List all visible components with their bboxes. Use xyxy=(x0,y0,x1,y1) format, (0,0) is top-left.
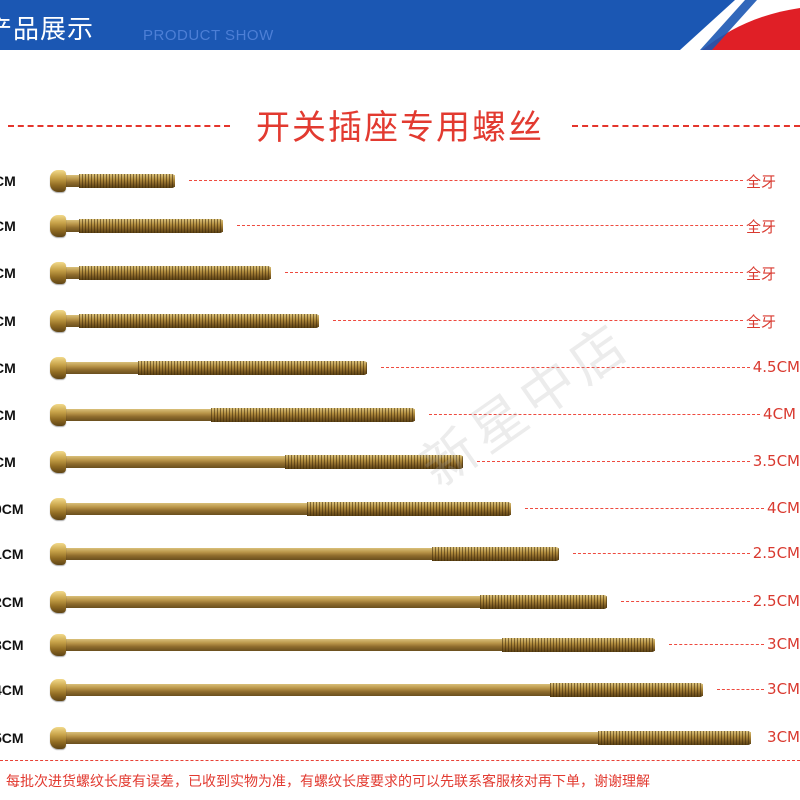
screw-row: 1CM 2.5CM xyxy=(0,542,800,566)
screw-row: 3CM 3CM xyxy=(0,633,800,657)
screw-thread xyxy=(79,314,319,328)
screw-head xyxy=(50,357,66,379)
screw-length-label: CM xyxy=(0,218,16,234)
screw-length-label: 1CM xyxy=(0,546,24,562)
thread-length-label: 2.5CM xyxy=(752,592,800,610)
heading-divider-right xyxy=(572,125,800,127)
screw-row: CM 全牙 xyxy=(0,309,800,333)
banner-subtitle: PRODUCT SHOW xyxy=(143,27,274,44)
screw-thread xyxy=(79,174,175,188)
screw-row: 4CM 3CM xyxy=(0,678,800,702)
leader-dashed-line xyxy=(477,461,750,462)
thread-length-label: 全牙 xyxy=(745,218,776,236)
leader-dashed-line xyxy=(717,689,765,690)
heading-divider-left xyxy=(8,125,230,127)
footer-divider xyxy=(0,760,800,761)
screw-row: CM 全牙 xyxy=(0,169,800,193)
screw-length-label: 5CM xyxy=(0,730,24,746)
leader-dashed-line xyxy=(669,644,765,645)
screw-head xyxy=(50,727,66,749)
screw-length-label: 4CM xyxy=(0,682,24,698)
thread-length-label: 全牙 xyxy=(745,265,776,283)
screw-thread xyxy=(79,266,271,280)
screw-row: CM 全牙 xyxy=(0,261,800,285)
screw-length-label: 0CM xyxy=(0,501,24,517)
leader-dashed-line xyxy=(189,180,743,181)
screw-head xyxy=(50,498,66,520)
screw-row: 5CM 3CM xyxy=(0,726,800,750)
thread-length-label: 2.5CM xyxy=(752,544,800,562)
thread-length-label: 3.5CM xyxy=(752,452,800,470)
screw-head xyxy=(50,451,66,473)
screw-head xyxy=(50,634,66,656)
thread-length-label: 3CM xyxy=(767,728,800,746)
screw-row: CM 4CM xyxy=(0,403,800,427)
screw-head xyxy=(50,591,66,613)
leader-dashed-line xyxy=(573,553,750,554)
screw-thread xyxy=(479,595,607,609)
screw-length-label: CM xyxy=(0,265,16,281)
screw-shank xyxy=(64,684,703,696)
screw-shank xyxy=(64,596,607,608)
screw-thread xyxy=(431,547,559,561)
header-banner: 产品展示 PRODUCT SHOW xyxy=(0,0,800,50)
screw-length-label: CM xyxy=(0,313,16,329)
thread-length-label: 4.5CM xyxy=(752,358,800,376)
footer-note: 每批次进货螺纹长度有误差，已收到实物为准，有螺纹长度要求的可以先联系客服核对再下… xyxy=(6,774,650,790)
screw-length-label: CM xyxy=(0,407,16,423)
screw-thread xyxy=(79,219,223,233)
page-heading: 开关插座专用螺丝 xyxy=(256,108,544,148)
screw-thread xyxy=(502,638,655,652)
screw-row: 0CM 4CM xyxy=(0,497,800,521)
leader-dashed-line xyxy=(525,508,765,509)
leader-dashed-line xyxy=(285,272,743,273)
screw-length-label: CM xyxy=(0,173,16,189)
screw-thread xyxy=(307,502,511,516)
screw-length-label: CM xyxy=(0,360,16,376)
thread-length-label: 全牙 xyxy=(745,173,776,191)
thread-length-label: 4CM xyxy=(767,499,800,517)
screw-head xyxy=(50,262,66,284)
banner-swoosh-graphic xyxy=(680,0,800,50)
screw-row: 2CM 2.5CM xyxy=(0,590,800,614)
leader-dashed-line xyxy=(381,367,750,368)
screw-row: CM 3.5CM xyxy=(0,450,800,474)
screw-head xyxy=(50,404,66,426)
screw-head xyxy=(50,679,66,701)
screw-row: CM 全牙 xyxy=(0,214,800,238)
screw-thread xyxy=(211,408,415,422)
screw-thread xyxy=(138,361,367,375)
thread-length-label: 3CM xyxy=(767,635,800,653)
screw-row: CM 4.5CM xyxy=(0,356,800,380)
screw-length-label: CM xyxy=(0,454,16,470)
screw-thread xyxy=(284,455,463,469)
thread-length-label: 4CM xyxy=(763,405,796,423)
thread-length-label: 3CM xyxy=(767,680,800,698)
screw-head xyxy=(50,215,66,237)
leader-dashed-line xyxy=(621,601,750,602)
screw-thread xyxy=(550,683,703,697)
banner-title: 产品展示 xyxy=(0,15,95,45)
screw-head xyxy=(50,310,66,332)
screw-length-label: 2CM xyxy=(0,594,24,610)
leader-dashed-line xyxy=(333,320,743,321)
leader-dashed-line xyxy=(429,414,761,415)
screw-thread xyxy=(598,731,751,745)
screw-length-label: 3CM xyxy=(0,637,24,653)
thread-length-label: 全牙 xyxy=(745,313,776,331)
screw-head xyxy=(50,170,66,192)
screw-head xyxy=(50,543,66,565)
leader-dashed-line xyxy=(237,225,743,226)
screw-shank xyxy=(64,732,751,744)
